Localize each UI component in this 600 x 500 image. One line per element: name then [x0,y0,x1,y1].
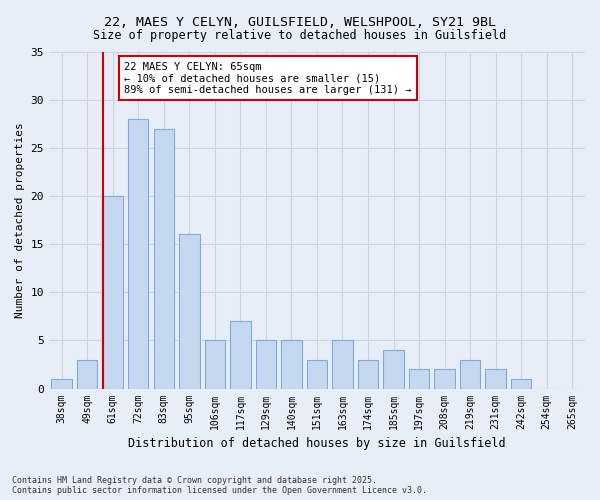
Bar [485,370,506,388]
Text: Size of property relative to detached houses in Guilsfield: Size of property relative to detached ho… [94,29,506,42]
Bar [281,340,302,388]
Bar [409,370,429,388]
Text: 22, MAES Y CELYN, GUILSFIELD, WELSHPOOL, SY21 9BL: 22, MAES Y CELYN, GUILSFIELD, WELSHPOOL,… [104,16,496,29]
Bar [332,340,353,388]
Text: Contains HM Land Registry data © Crown copyright and database right 2025.
Contai: Contains HM Land Registry data © Crown c… [12,476,427,495]
Bar [205,340,225,388]
X-axis label: Distribution of detached houses by size in Guilsfield: Distribution of detached houses by size … [128,437,506,450]
Bar [103,196,123,388]
Bar [511,379,532,388]
Bar [434,370,455,388]
Bar [256,340,276,388]
Bar [154,128,174,388]
Bar [358,360,378,388]
Bar [460,360,481,388]
Y-axis label: Number of detached properties: Number of detached properties [15,122,25,318]
Bar [128,119,148,388]
Bar [307,360,327,388]
Text: 22 MAES Y CELYN: 65sqm
← 10% of detached houses are smaller (15)
89% of semi-det: 22 MAES Y CELYN: 65sqm ← 10% of detached… [124,62,412,95]
Bar [77,360,97,388]
Bar [383,350,404,389]
Bar [179,234,200,388]
Bar [230,321,251,388]
Bar [52,379,72,388]
